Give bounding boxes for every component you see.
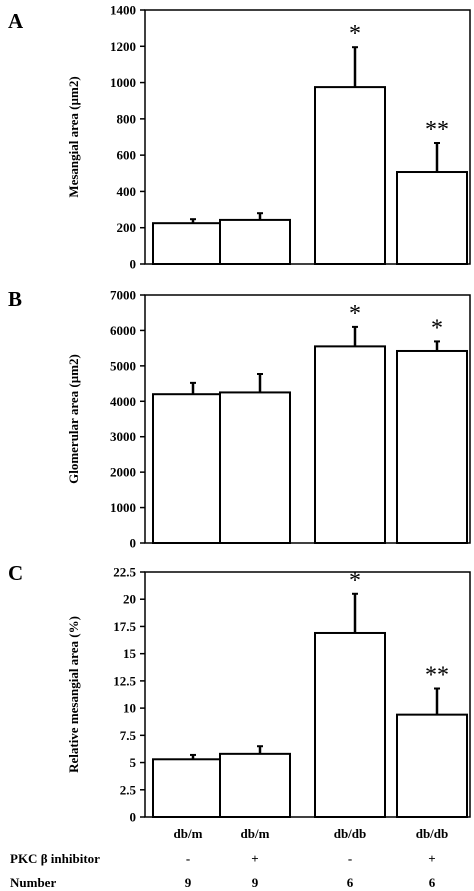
panel-a: A 0 200 400 600 800 1000 1200 1400 Mesangial area… [8, 3, 471, 272]
y-axis-label: Glomerular area (µm2) [66, 354, 81, 484]
bar [152, 222, 224, 266]
bar [219, 391, 291, 544]
inhibitor-value: + [251, 851, 258, 866]
y-tick-label: 2000 [110, 465, 136, 480]
panel-letter: C [8, 561, 23, 585]
significance-marker: ** [425, 117, 449, 143]
panel-letter: A [8, 9, 24, 33]
panel-c: C 0 2.5 5 7.5 10 12.5 15 17.5 20 22.5 Relative mesa… [8, 561, 471, 825]
panel-b: B 0 1000 2000 3000 4000 5000 6000 7000 Glomerular… [8, 287, 471, 551]
group-label: db/db [416, 826, 449, 841]
plot-frame [144, 9, 471, 265]
number-value: 9 [185, 875, 192, 890]
y-axis-label: Mesangial area (µm2) [66, 76, 81, 197]
y-axis-label: Relative mesangial area (%) [66, 616, 81, 773]
bar [314, 631, 386, 818]
inhibitor-row-label: PKC β inhibitor [10, 851, 100, 866]
y-tick-label: 5 [130, 755, 137, 770]
y-tick-label: 1200 [110, 39, 136, 54]
bar [152, 758, 224, 818]
y-tick-label: 10 [123, 701, 136, 716]
y-tick-label: 12.5 [113, 673, 136, 688]
bar [219, 218, 291, 265]
y-tick-label: 200 [117, 220, 137, 235]
group-label: db/db [334, 826, 367, 841]
y-tick-label: 600 [117, 148, 137, 163]
significance-marker: ** [425, 663, 449, 689]
y-tick-label: 3000 [110, 429, 136, 444]
number-row-label: Number [10, 875, 56, 890]
group-label: db/m [241, 826, 270, 841]
significance-marker: * [349, 301, 361, 327]
y-tick-label: 1000 [110, 75, 136, 90]
y-tick-label: 22.5 [113, 565, 136, 580]
significance-marker: * [349, 568, 361, 594]
bar [314, 345, 386, 544]
inhibitor-value: - [186, 851, 190, 866]
y-tick-label: 4000 [110, 394, 136, 409]
y-tick-label: 0 [130, 257, 137, 272]
inhibitor-value: + [428, 851, 435, 866]
y-tick-label: 1400 [110, 3, 136, 18]
y-tick-label: 7.5 [120, 728, 137, 743]
number-value: 6 [347, 875, 354, 890]
panel-letter: B [8, 287, 22, 311]
y-tick-label: 6000 [110, 323, 136, 338]
group-table: db/m db/m db/db db/db PKC β inhibitor - + - + Num… [10, 826, 448, 890]
y-tick-label: 7000 [110, 288, 136, 303]
significance-marker: * [349, 21, 361, 47]
y-tick-label: 400 [117, 184, 137, 199]
plot-frame [144, 571, 471, 818]
bar [314, 86, 386, 265]
y-tick-label: 0 [130, 536, 137, 551]
inhibitor-value: - [348, 851, 352, 866]
bar [152, 393, 224, 545]
significance-marker: * [431, 315, 443, 341]
bar [396, 713, 468, 819]
group-label: db/m [174, 826, 203, 841]
bar [396, 171, 468, 265]
y-tick-label: 15 [123, 646, 137, 661]
y-tick-label: 800 [117, 111, 137, 126]
y-tick-label: 20 [123, 592, 136, 607]
y-tick-label: 5000 [110, 358, 136, 373]
y-tick-label: 17.5 [113, 619, 136, 634]
number-value: 9 [252, 875, 259, 890]
y-tick-label: 1000 [110, 500, 136, 515]
number-value: 6 [429, 875, 436, 890]
y-tick-label: 0 [130, 810, 137, 825]
bar [219, 752, 291, 818]
bar [396, 349, 468, 544]
y-tick-label: 2.5 [120, 782, 137, 797]
plot-frame [144, 294, 471, 544]
